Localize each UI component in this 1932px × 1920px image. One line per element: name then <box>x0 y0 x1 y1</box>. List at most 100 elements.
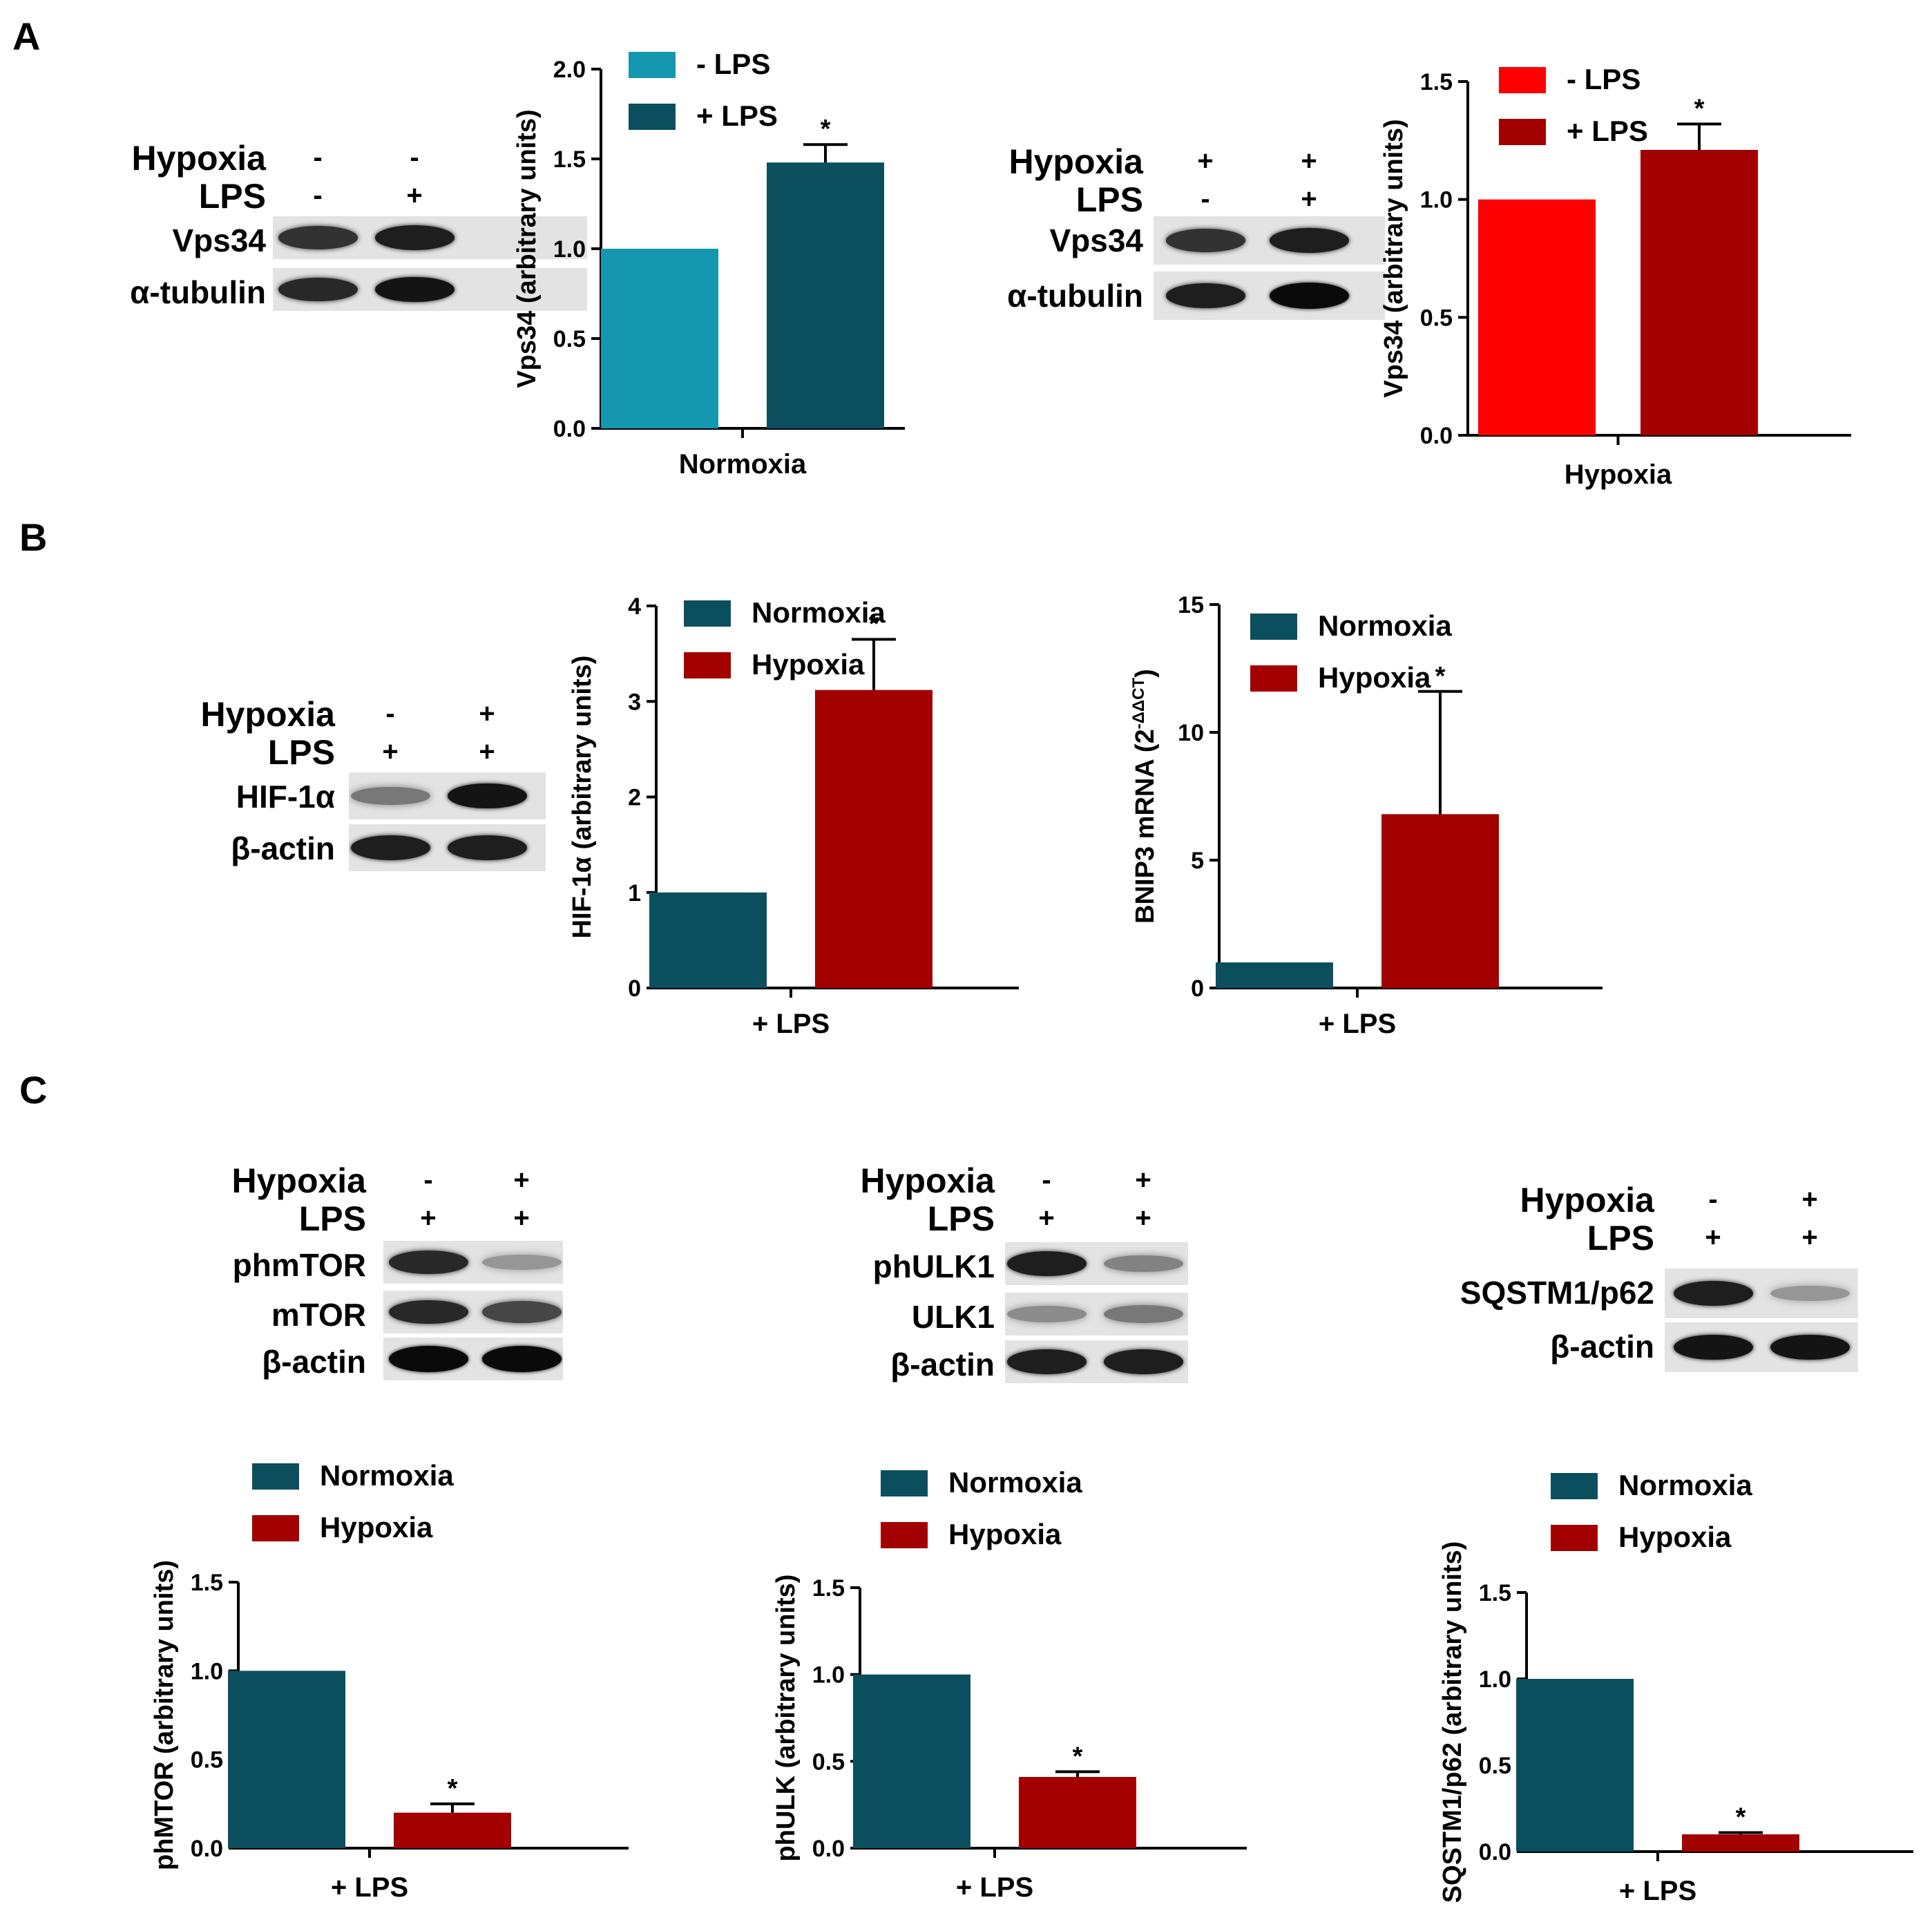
blot-band <box>278 277 358 302</box>
blot-lane-label: Vps34 <box>172 222 266 258</box>
western-blot-ulk1: Hypoxia - + LPS + + phULK1 ULK1 β-actin <box>836 1161 1195 1396</box>
condition-sign: - <box>1708 1184 1718 1215</box>
blot-lane-label: β-actin <box>890 1347 995 1382</box>
condition-label: LPS <box>1075 180 1143 219</box>
x-axis-label: + LPS <box>331 1872 408 1903</box>
blot-strip <box>349 824 546 871</box>
y-tick-label: 0.5 <box>1479 1753 1511 1779</box>
y-tick-label: 2 <box>628 785 641 811</box>
bar-chart-phulk: 0.0 0.5 1.0 1.5 phULK (arbitrary units) + LPS… <box>756 1437 1254 1914</box>
blot-lane-label: α-tubulin <box>130 274 266 310</box>
condition-sign: + <box>1038 1203 1055 1233</box>
legend-swatch <box>1250 614 1297 640</box>
panel-letter-c: C <box>19 1068 48 1112</box>
legend-label: Hypoxia <box>1618 1521 1732 1553</box>
legend-label: - LPS <box>1567 63 1641 95</box>
blot-band <box>1770 1334 1850 1360</box>
y-tick-label: 1.0 <box>191 1658 223 1684</box>
legend-label: Normoxia <box>1318 609 1452 642</box>
blot-lane-label: Vps34 <box>1049 222 1143 258</box>
significance-marker: * <box>1435 662 1446 691</box>
condition-sign: + <box>1135 1203 1151 1233</box>
bar <box>767 162 884 428</box>
condition-sign: + <box>382 736 399 767</box>
bar <box>1682 1834 1799 1852</box>
y-tick-label: 0.0 <box>1420 423 1453 449</box>
western-blot-hif1a: Hypoxia - + LPS + + HIF-1α β-actin <box>186 694 546 881</box>
blot-band <box>1770 1285 1850 1302</box>
legend-swatch <box>1551 1473 1598 1499</box>
blot-lane-label: β-actin <box>231 830 335 866</box>
condition-sign: + <box>1705 1222 1721 1253</box>
y-tick-label: 1.0 <box>1479 1666 1511 1693</box>
significance-marker: * <box>1736 1803 1746 1832</box>
chart-svg: 0.0 0.5 1.0 1.5 2.0 Vps34 (arbitrary units) No… <box>513 48 905 479</box>
condition-sign: + <box>1135 1165 1151 1195</box>
y-tick-label: 0.0 <box>553 416 586 442</box>
chart-svg: 0 1 2 3 4 HIF-1α (arbitrary units) + LPS Normox… <box>568 593 1019 1039</box>
western-blot-vps34-hypoxia: Hypoxia + + LPS - + Vps34 α-tubulin <box>995 142 1385 321</box>
legend-label: - LPS <box>696 48 770 80</box>
condition-label: Hypoxia <box>1520 1181 1654 1219</box>
significance-marker: * <box>448 1774 458 1803</box>
bar <box>815 690 932 988</box>
y-tick-label: 1.5 <box>1420 69 1453 95</box>
blot-lane-label: ULK1 <box>911 1299 995 1335</box>
bar-chart-hif1a: 0 1 2 3 4 HIF-1α (arbitrary units) + LPS Normox… <box>568 584 1078 1067</box>
y-tick-label: 1.5 <box>812 1575 845 1601</box>
bar <box>1516 1679 1634 1852</box>
condition-label: LPS <box>927 1199 995 1238</box>
condition-sign: - <box>423 1165 433 1195</box>
legend-swatch <box>881 1522 928 1548</box>
blot-strip <box>1005 1242 1188 1285</box>
condition-sign: - <box>313 180 323 211</box>
condition-sign: - <box>1201 184 1210 214</box>
condition-sign: + <box>513 1165 530 1195</box>
condition-sign: - <box>385 698 395 729</box>
blot-lane-label: phULK1 <box>872 1248 995 1284</box>
legend-label: Hypoxia <box>752 648 865 681</box>
y-tick-label: 0.5 <box>812 1749 845 1775</box>
chart-svg: 0.0 0.5 1.0 1.5 phMTOR (arbitrary units) + LP… <box>150 1459 629 1903</box>
legend-swatch <box>684 652 731 678</box>
blot-band <box>1269 283 1349 309</box>
y-tick-label: 10 <box>1178 720 1204 746</box>
legend-label: Normoxia <box>320 1459 454 1492</box>
condition-label: Hypoxia <box>200 695 335 734</box>
significance-marker: * <box>1073 1742 1083 1771</box>
blot-lane-label: α-tubulin <box>1007 278 1143 314</box>
bar <box>853 1674 970 1848</box>
legend-label: Hypoxia <box>320 1511 433 1543</box>
y-tick-label: 0 <box>628 976 641 1002</box>
blot-band <box>388 1250 468 1275</box>
y-tick-label: 1.5 <box>1479 1580 1511 1606</box>
legend-label: + LPS <box>696 99 778 132</box>
y-tick-label: 1 <box>628 880 641 906</box>
blot-band <box>1673 1334 1753 1360</box>
blot-band <box>447 835 527 860</box>
blot-strip <box>383 1338 563 1380</box>
legend-swatch <box>1551 1525 1598 1551</box>
bar <box>228 1671 345 1848</box>
condition-sign: + <box>1197 146 1214 176</box>
chart-svg: 0.0 0.5 1.0 1.5 SQSTM1/p62 (arbitrary units)… <box>1438 1469 1913 1906</box>
y-tick-label: 0.5 <box>553 326 586 352</box>
blot-band <box>481 1346 562 1372</box>
condition-label: Hypoxia <box>1008 142 1143 181</box>
blot-lane-label: phmTOR <box>232 1247 366 1283</box>
blot-band <box>350 787 430 805</box>
blot-band <box>1006 1251 1087 1276</box>
legend-label: Hypoxia <box>948 1518 1062 1550</box>
y-tick-label: 3 <box>628 689 641 715</box>
x-axis-label: Hypoxia <box>1565 459 1672 490</box>
bar <box>394 1812 511 1848</box>
y-tick-label: 0.0 <box>812 1836 845 1862</box>
blot-strip <box>1005 1340 1188 1383</box>
bar-chart-vps34-hypoxia: 0.0 0.5 1.0 1.5 Vps34 (arbitrary units) Hypox… <box>1371 28 1868 511</box>
blot-lane-label: HIF-1α <box>236 779 335 815</box>
y-axis-label: BNIP3 mRNA (2-ΔΔCT) <box>1129 669 1160 924</box>
condition-sign: + <box>1801 1222 1818 1253</box>
legend-swatch <box>252 1463 299 1490</box>
blot-band <box>1006 1349 1087 1374</box>
blot-band <box>1006 1306 1087 1322</box>
